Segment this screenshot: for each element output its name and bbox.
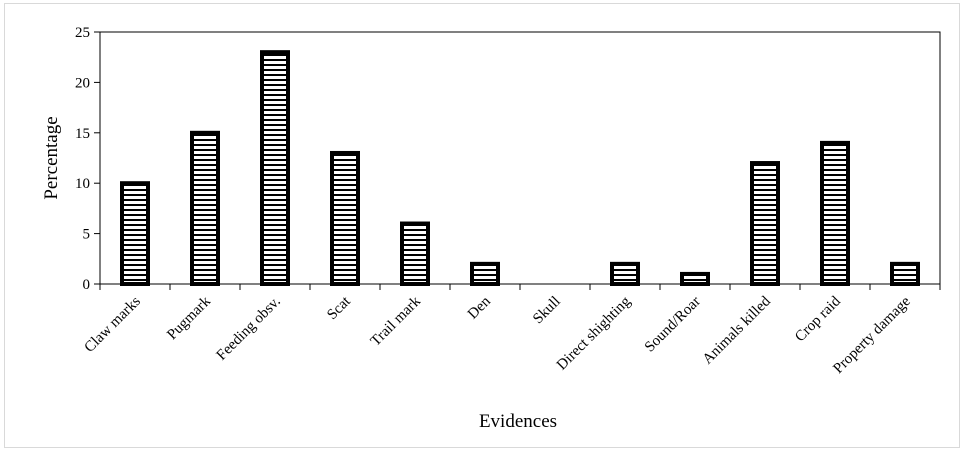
x-category-label: Sound/Roar — [642, 294, 704, 356]
bar-scat — [330, 150, 360, 286]
x-category-label: Feeding obsv. — [214, 294, 284, 364]
x-axis-title: Evidences — [479, 411, 557, 432]
y-axis-title: Percentage — [41, 116, 62, 199]
y-tick-label: 25 — [75, 25, 90, 41]
bar-den — [470, 261, 500, 286]
x-category-label: Scat — [324, 293, 354, 323]
bar-direct-shighting — [610, 261, 640, 286]
bar-claw-marks — [120, 181, 150, 286]
bar-feeding-obsv- — [260, 50, 290, 286]
y-tick-label: 15 — [75, 126, 90, 142]
y-axis: 0 5 10 15 20 25 — [75, 25, 100, 293]
x-category-label: Direct shighting — [554, 293, 634, 373]
x-category-label: Den — [465, 293, 494, 322]
y-tick-label: 10 — [75, 176, 90, 192]
y-tick-label: 20 — [75, 75, 90, 91]
x-category-label: Pugmark — [164, 293, 214, 343]
bar-sound-roar — [680, 271, 710, 287]
x-category-label: Claw marks — [82, 293, 144, 355]
x-category-label: Trail mark — [368, 293, 424, 349]
y-tick-label: 0 — [83, 277, 91, 293]
x-category-label: Animals killed — [700, 293, 774, 367]
bar-crop-raid — [820, 140, 850, 286]
x-category-label: Crop raid — [792, 293, 844, 345]
bar-property-damage — [890, 261, 920, 286]
x-category-label: Property damage — [830, 293, 914, 377]
x-category-label: Skull — [530, 294, 564, 328]
bars — [120, 50, 920, 287]
x-axis: Claw marks Pugmark Feeding obsv. Scat Trail … — [82, 284, 941, 377]
bar-pugmark — [190, 130, 220, 286]
chart-frame: 0 5 10 15 20 25 Claw marks Pugmark Feeding obsv… — [4, 3, 960, 448]
y-tick-label: 5 — [83, 227, 91, 243]
bar-trail-mark — [400, 221, 430, 287]
bar-chart: 0 5 10 15 20 25 Claw marks Pugmark Feeding obsv… — [41, 25, 941, 432]
plot-area — [99, 31, 941, 285]
bar-animals-killed — [750, 161, 780, 286]
